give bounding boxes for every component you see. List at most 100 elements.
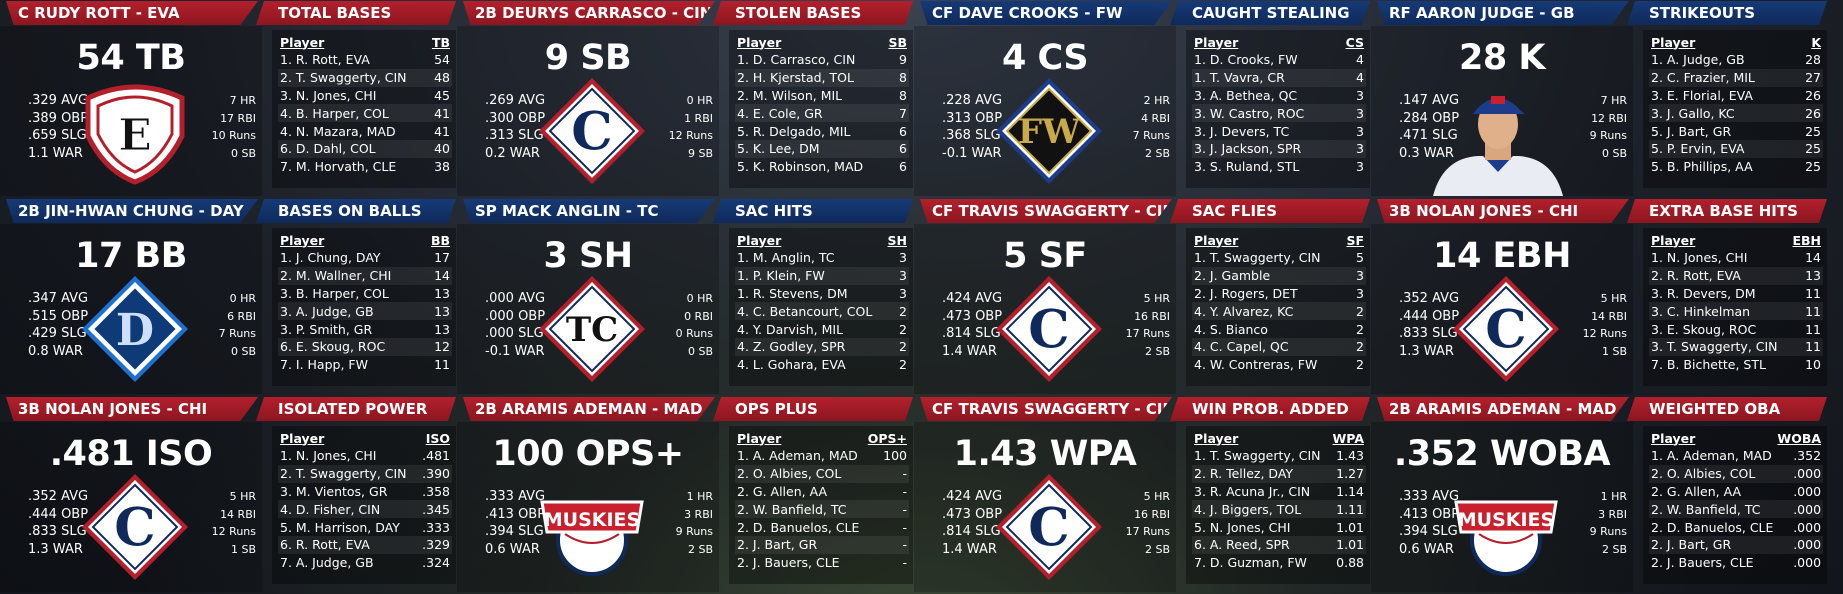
leader-card[interactable]: 3B NOLAN JONES - CHI ISOLATED POWER .481…: [0, 396, 456, 594]
table-row[interactable]: 4. L. Gohara, EVA 2: [735, 356, 909, 374]
player-header[interactable]: SP MACK ANGLIN - TC: [463, 199, 715, 223]
table-row[interactable]: 3. M. Vientos, GR .358: [278, 483, 452, 501]
table-row[interactable]: 2. M. Wilson, MIL 8: [735, 87, 909, 105]
table-row[interactable]: 4. E. Cole, GR 7: [735, 104, 909, 123]
leader-card[interactable]: C RUDY ROTT - EVA TOTAL BASES 54 TB .329…: [0, 0, 456, 198]
table-row[interactable]: 7. M. Horvath, CLE 38: [278, 158, 452, 176]
table-row[interactable]: 5. J. Bart, GR 25: [1649, 122, 1823, 140]
table-row[interactable]: 2. J. Gamble 3: [1192, 266, 1366, 285]
table-row[interactable]: 3. J. Gallo, KC 26: [1649, 104, 1823, 123]
player-header[interactable]: 3B NOLAN JONES - CHI: [1377, 199, 1629, 223]
table-row[interactable]: 3. E. Florial, EVA 26: [1649, 87, 1823, 105]
column-header-stat[interactable]: K: [1811, 34, 1821, 50]
table-row[interactable]: 2. T. Swaggerty, CIN 48: [278, 68, 452, 87]
table-row[interactable]: 4. C. Capel, QC 2: [1192, 337, 1366, 356]
table-row[interactable]: 2. D. Banuelos, CLE .000: [1649, 518, 1823, 536]
table-row[interactable]: 3. J. Jackson, SPR 3: [1192, 139, 1366, 158]
table-row[interactable]: 2. M. Wallner, CHI 14: [278, 266, 452, 285]
leader-card[interactable]: RF AARON JUDGE - GB STRIKEOUTS 28 K .147…: [1371, 0, 1827, 198]
column-header-player[interactable]: Player: [280, 34, 325, 50]
table-row[interactable]: 3. E. Skoug, ROC 11: [1649, 320, 1823, 338]
player-header[interactable]: RF AARON JUDGE - GB: [1377, 1, 1629, 25]
table-row[interactable]: 1. J. Chung, DAY 17: [278, 249, 452, 267]
column-header-player[interactable]: Player: [1194, 34, 1239, 50]
table-row[interactable]: 6. D. Dahl, COL 40: [278, 139, 452, 158]
table-row[interactable]: 1. N. Jones, CHI .481: [278, 447, 452, 465]
player-header[interactable]: 2B ARAMIS ADEMAN - MAD: [1377, 397, 1629, 421]
table-row[interactable]: 7. D. Guzman, FW 0.88: [1192, 554, 1366, 572]
table-row[interactable]: 2. G. Allen, AA -: [735, 483, 909, 501]
player-header[interactable]: 2B DEURYS CARRASCO - CIN: [463, 1, 715, 25]
column-header-player[interactable]: Player: [737, 232, 782, 248]
table-row[interactable]: 2. J. Bauers, CLE -: [735, 554, 909, 572]
leader-card[interactable]: 2B ARAMIS ADEMAN - MAD OPS PLUS 100 OPS+…: [457, 396, 913, 594]
table-row[interactable]: 5. K. Lee, DM 6: [735, 139, 909, 158]
column-header-stat[interactable]: CS: [1345, 34, 1364, 50]
leader-card[interactable]: CF TRAVIS SWAGGERTY - CIN SAC FLIES 5 SF…: [914, 198, 1370, 396]
column-header-player[interactable]: Player: [1651, 232, 1696, 248]
leader-card[interactable]: SP MACK ANGLIN - TC SAC HITS 3 SH .000 A…: [457, 198, 913, 396]
table-row[interactable]: 2. O. Albies, COL .000: [1649, 464, 1824, 483]
column-header-stat[interactable]: OPS+: [867, 430, 907, 446]
table-row[interactable]: 2. J. Rogers, DET 3: [1192, 285, 1366, 303]
table-row[interactable]: 3. J. Devers, TC 3: [1192, 122, 1366, 140]
table-row[interactable]: 5. K. Robinson, MAD 6: [735, 158, 909, 176]
table-row[interactable]: 1. A. Ademan, MAD 100: [735, 447, 909, 465]
table-row[interactable]: 2. T. Swaggerty, CIN .390: [278, 464, 452, 483]
table-row[interactable]: 2. H. Kjerstad, TOL 8: [735, 68, 909, 87]
table-row[interactable]: 1. T. Swaggerty, CIN 1.43: [1192, 447, 1366, 465]
table-row[interactable]: 7. A. Judge, GB .324: [278, 554, 452, 572]
table-row[interactable]: 6. A. Reed, SPR 1.01: [1192, 535, 1366, 554]
table-row[interactable]: 6. E. Skoug, ROC 12: [278, 337, 452, 356]
table-row[interactable]: 3. N. Jones, CHI 45: [278, 87, 452, 105]
table-row[interactable]: 1. R. Rott, EVA 54: [278, 51, 452, 69]
table-row[interactable]: 3. C. Hinkelman 11: [1649, 302, 1823, 321]
table-row[interactable]: 3. A. Judge, GB 13: [278, 302, 452, 321]
table-row[interactable]: 5. B. Phillips, AA 25: [1649, 158, 1823, 176]
table-row[interactable]: 3. R. Devers, DM 11: [1649, 285, 1823, 303]
table-row[interactable]: 4. B. Harper, COL 41: [278, 104, 452, 123]
table-row[interactable]: 2. G. Allen, AA .000: [1649, 483, 1823, 501]
leader-card[interactable]: CF TRAVIS SWAGGERTY - CIN WIN PROB. ADDE…: [914, 396, 1370, 594]
table-row[interactable]: 2. J. Bart, GR .000: [1649, 535, 1824, 554]
column-header-player[interactable]: Player: [1194, 232, 1239, 248]
table-row[interactable]: 3. T. Swaggerty, CIN 11: [1649, 337, 1823, 356]
player-header[interactable]: 2B JIN-HWAN CHUNG - DAY: [6, 199, 258, 223]
column-header-player[interactable]: Player: [1651, 34, 1696, 50]
table-row[interactable]: 1. A. Ademan, MAD .352: [1649, 447, 1823, 465]
table-row[interactable]: 1. D. Crooks, FW 4: [1192, 51, 1366, 69]
leader-card[interactable]: 2B ARAMIS ADEMAN - MAD WEIGHTED OBA .352…: [1371, 396, 1827, 594]
leader-card[interactable]: 2B DEURYS CARRASCO - CIN STOLEN BASES 9 …: [457, 0, 913, 198]
column-header-stat[interactable]: TB: [431, 34, 450, 50]
table-row[interactable]: 2. J. Bart, GR -: [735, 535, 909, 554]
column-header-player[interactable]: Player: [1194, 430, 1239, 446]
table-row[interactable]: 2. C. Frazier, MIL 27: [1649, 68, 1823, 87]
table-row[interactable]: 4. Y. Alvarez, KC 2: [1192, 302, 1366, 321]
table-row[interactable]: 4. Y. Darvish, MIL 2: [735, 320, 909, 338]
table-row[interactable]: 4. S. Bianco 2: [1192, 320, 1366, 338]
column-header-stat[interactable]: WPA: [1332, 430, 1364, 446]
table-row[interactable]: 4. J. Biggers, TOL 1.11: [1192, 500, 1366, 519]
table-row[interactable]: 3. P. Smith, GR 13: [278, 320, 452, 338]
table-row[interactable]: 1. T. Swaggerty, CIN 5: [1192, 249, 1366, 267]
table-row[interactable]: 4. N. Mazara, MAD 41: [278, 122, 452, 140]
table-row[interactable]: 6. R. Rott, EVA .329: [278, 535, 452, 554]
table-row[interactable]: 4. C. Betancourt, COL 2: [735, 302, 909, 321]
table-row[interactable]: 4. Z. Godley, SPR 2: [735, 337, 909, 356]
column-header-player[interactable]: Player: [280, 232, 325, 248]
column-header-stat[interactable]: ISO: [425, 430, 450, 446]
table-row[interactable]: 2. W. Banfield, TC -: [735, 500, 909, 519]
table-row[interactable]: 3. W. Castro, ROC 3: [1192, 104, 1366, 123]
table-row[interactable]: 2. R. Rott, EVA 13: [1649, 266, 1823, 285]
column-header-player[interactable]: Player: [280, 430, 325, 446]
column-header-stat[interactable]: EBH: [1792, 232, 1821, 248]
column-header-stat[interactable]: SH: [887, 232, 907, 248]
table-row[interactable]: 1. A. Judge, GB 28: [1649, 51, 1823, 69]
table-row[interactable]: 1. M. Anglin, TC 3: [735, 249, 909, 267]
player-header[interactable]: CF TRAVIS SWAGGERTY - CIN: [920, 397, 1172, 421]
table-row[interactable]: 5. R. Delgado, MIL 6: [735, 122, 909, 140]
leader-card[interactable]: 3B NOLAN JONES - CHI EXTRA BASE HITS 14 …: [1371, 198, 1827, 396]
table-row[interactable]: 3. B. Harper, COL 13: [278, 285, 452, 303]
player-header[interactable]: 2B ARAMIS ADEMAN - MAD: [463, 397, 715, 421]
column-header-stat[interactable]: SB: [888, 34, 907, 50]
